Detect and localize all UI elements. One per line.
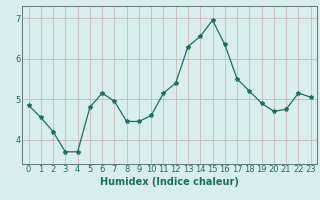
X-axis label: Humidex (Indice chaleur): Humidex (Indice chaleur): [100, 177, 239, 187]
